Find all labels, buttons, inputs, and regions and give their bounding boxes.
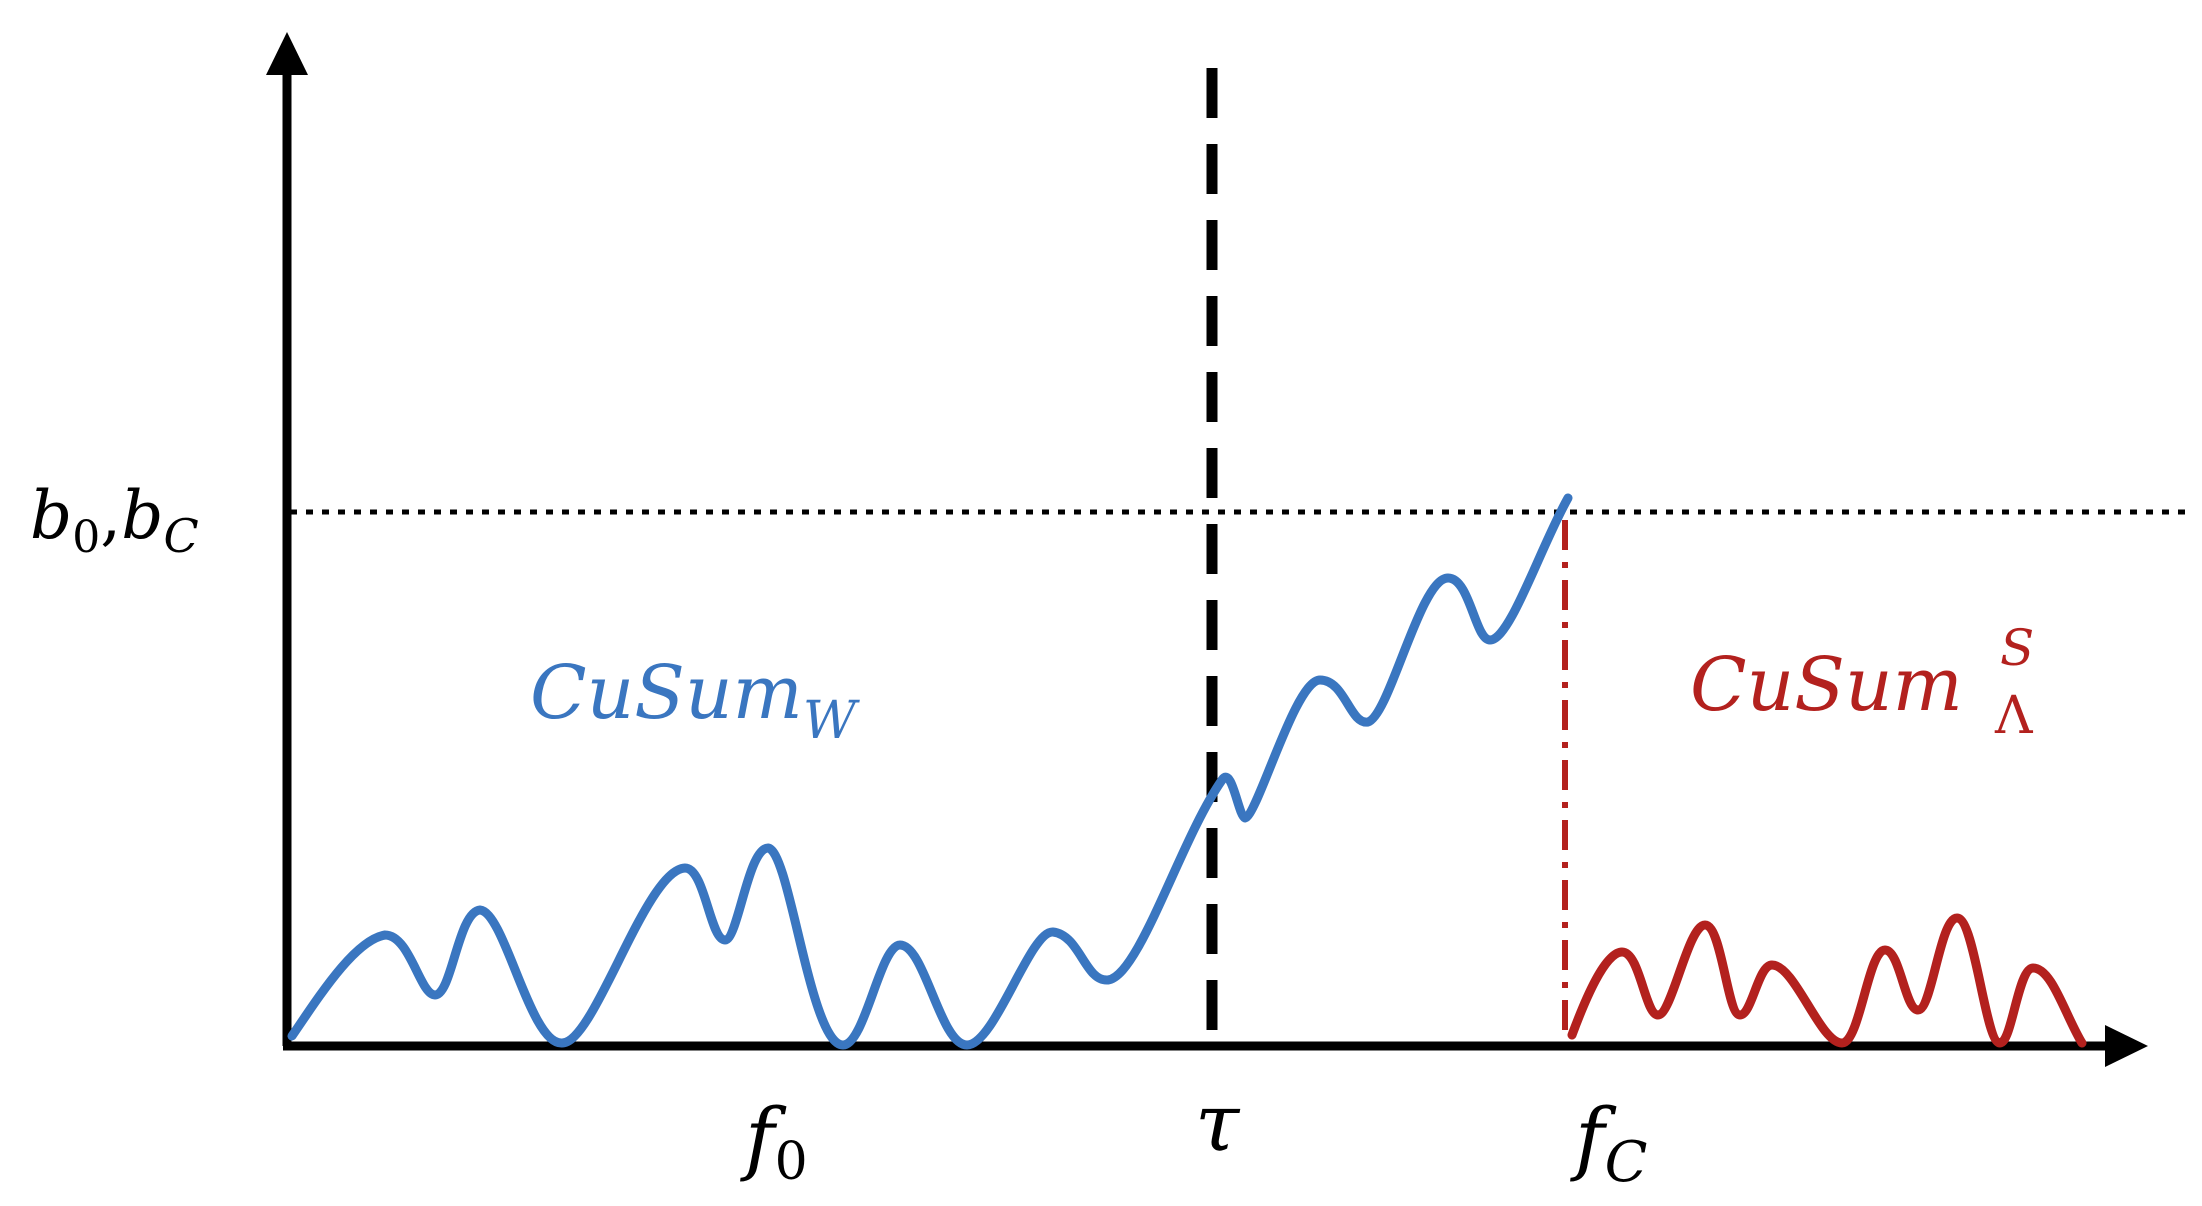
threshold-sub-1: 0 (72, 512, 100, 563)
threshold-label: b0,bC (30, 477, 199, 563)
cusum-lambda-curve (1567, 913, 2087, 1048)
x-label-fc-sub: C (1605, 1130, 1648, 1195)
cusum-w-label: CuSumW (530, 650, 860, 751)
x-label-tau: τ (1195, 1076, 1241, 1169)
cusum-w-curve (287, 493, 1573, 1050)
threshold-sub-2: C (163, 509, 198, 563)
x-label-f0: f0 (740, 1091, 808, 1192)
cusum-lambda-base: CuSum (1690, 642, 1963, 728)
cusum-lambda-sup: S (2000, 619, 2034, 677)
threshold-base-1: b (30, 477, 72, 554)
threshold-separator: , (100, 477, 121, 554)
threshold-base-2: b (121, 477, 163, 554)
cusum-lambda-label: CuSum (1690, 642, 1963, 728)
x-axis-arrow-icon (2105, 1025, 2148, 1067)
x-label-f0-sub: 0 (775, 1132, 808, 1192)
cusum-w-base: CuSum (530, 650, 803, 736)
cusum-w-sub: W (803, 691, 860, 751)
y-axis-arrow-icon (266, 32, 308, 75)
cusum-lambda-sub: Λ (1994, 686, 2034, 746)
x-label-fc: fC (1570, 1091, 1647, 1195)
